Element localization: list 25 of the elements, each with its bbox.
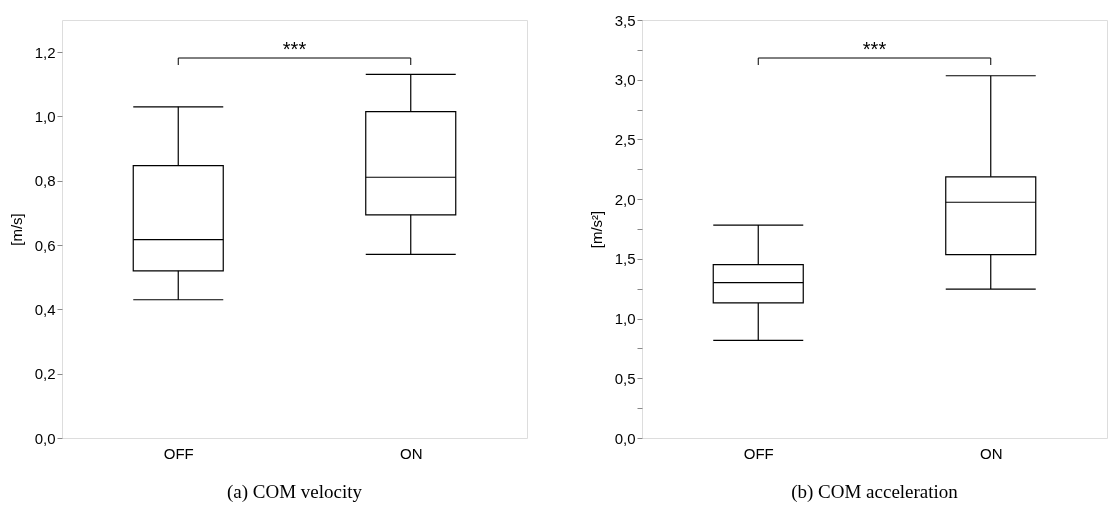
y-tick-label: 0,8 [34, 172, 56, 190]
x-tick-label: OFF [743, 444, 774, 462]
x-tick-label: ON [980, 444, 1003, 462]
y-tick-label: 1,0 [614, 310, 636, 328]
y-axis-title: [m/s²] [587, 210, 605, 249]
y-tick-label: 1,5 [614, 250, 636, 268]
y-tick-label: 1,2 [34, 43, 56, 61]
y-tick-label: 2,5 [614, 130, 636, 148]
y-tick-label: 0,0 [34, 429, 56, 447]
y-tick-label: 1,0 [34, 107, 56, 125]
annotation: *** [862, 38, 887, 60]
y-tick-label: 0,2 [34, 365, 56, 383]
y-tick-label: 0,5 [614, 369, 636, 387]
y-tick-label: 3,0 [614, 71, 636, 89]
y-tick-label: 2,0 [614, 190, 636, 208]
y-tick-label: 3,5 [614, 11, 636, 29]
text: (b) COM acceleration [791, 481, 959, 503]
y-tick-label: 0,6 [34, 236, 56, 254]
y-axis-title: [m/s] [7, 213, 25, 246]
annotation: *** [282, 38, 307, 60]
text: (a) COM velocity [226, 481, 363, 503]
y-tick-label: 0,4 [34, 300, 56, 318]
x-tick-label: OFF [163, 444, 194, 462]
x-tick-label: ON [400, 444, 423, 462]
y-tick-label: 0,0 [614, 429, 636, 447]
